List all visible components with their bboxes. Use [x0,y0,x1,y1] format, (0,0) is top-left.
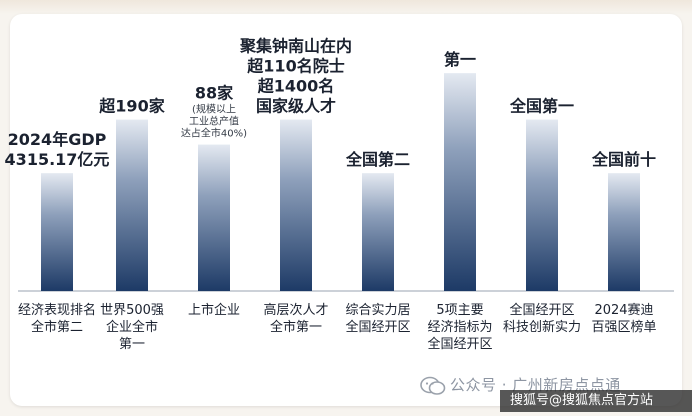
value-label: 超110名院士 [246,57,344,76]
value-note: (规模以上 [192,103,236,116]
category-label: 全国经开区 [509,302,574,318]
category-label: 全市第二 [31,319,83,335]
category-label: 5项主要 [436,303,483,318]
watermark-bar: 搜狐号@搜狐焦点官方站 [500,390,692,412]
bar [198,144,230,291]
value-label: 全国第二 [345,150,410,169]
category-label: 科技创新实力 [503,319,581,335]
value-label: 超1400名 [257,77,335,96]
value-label: 2024年GDP [8,130,107,149]
bar [280,119,312,291]
category-label: 第一 [119,337,145,352]
bar [444,73,476,292]
value-label: 国家级人才 [256,97,336,116]
value-label: 全国前十 [591,150,656,169]
value-note: 工业总产值 [189,115,239,128]
bar [362,173,394,291]
category-label: 全市第一 [270,319,322,335]
category-label: 经济表现排名 [18,302,96,318]
bar [41,173,73,291]
category-label: 全国经开区 [427,336,492,352]
wechat-logo-icon [420,376,446,396]
category-label: 上市企业 [188,302,240,318]
category-label: 经济指标为 [427,320,492,335]
category-label: 全国经开区 [345,319,410,335]
bar [526,119,558,291]
category-label: 综合实力居 [345,303,410,318]
value-label: 第一 [444,50,476,69]
category-label: 世界500强 [100,303,164,318]
value-label: 聚集钟南山在内 [239,37,352,56]
value-label: 88家 [195,84,234,103]
category-label: 百强区榜单 [591,319,656,335]
category-label: 2024赛迪 [594,302,653,318]
category-label: 企业全市 [106,319,158,335]
bar [116,119,148,291]
value-note: 达占全市40%) [181,127,247,140]
category-label: 高层次人才 [263,302,328,318]
top-strip [0,0,692,14]
value-label: 超190家 [98,97,165,116]
bar [608,173,640,291]
value-label: 全国第一 [509,97,574,116]
watermark-bar-text: 搜狐号@搜狐焦点官方站 [510,393,654,408]
value-label: 4315.17亿元 [5,150,110,169]
watermark-account: 公众号 · 广州新房点点通 [450,376,621,394]
